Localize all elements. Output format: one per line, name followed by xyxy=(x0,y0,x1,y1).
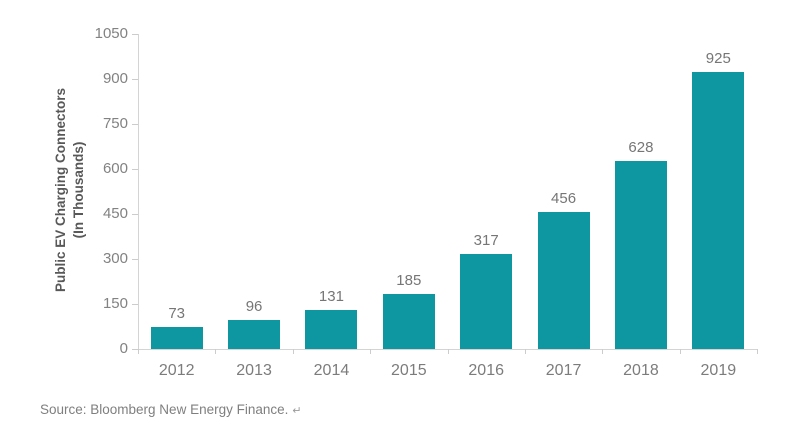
x-tick-label: 2014 xyxy=(313,362,350,379)
bar-2018 xyxy=(614,160,667,349)
bar-value-label: 185 xyxy=(396,271,422,289)
x-tick-mark xyxy=(370,349,372,354)
x-tick-label: 2017 xyxy=(545,362,582,379)
x-tick-mark xyxy=(757,349,758,354)
bar-value-label: 925 xyxy=(705,49,731,67)
y-tick-label: 750 xyxy=(102,115,128,132)
x-tick-label: 2019 xyxy=(700,362,737,379)
x-tick-mark xyxy=(215,349,217,354)
y-tick-label: 1050 xyxy=(94,25,128,42)
x-tick-mark xyxy=(292,349,294,354)
bar-2012 xyxy=(150,327,203,349)
bar-2014 xyxy=(305,309,358,349)
x-tick-label: 2013 xyxy=(236,362,272,379)
bar-value-label: 96 xyxy=(245,298,263,316)
y-tick-label: 900 xyxy=(102,70,128,87)
x-tick-mark xyxy=(138,349,139,354)
y-tick-label: 450 xyxy=(102,205,128,222)
y-tick-label: 300 xyxy=(102,250,128,267)
x-tick-mark xyxy=(679,349,681,354)
bar-2015 xyxy=(382,293,435,349)
y-tick-mark xyxy=(132,79,138,80)
y-tick-mark xyxy=(132,169,138,170)
y-tick-label: 600 xyxy=(102,160,128,177)
x-tick-mark xyxy=(447,349,449,354)
bar-value-label: 628 xyxy=(628,138,654,156)
y-tick-mark xyxy=(132,34,138,35)
x-tick-mark xyxy=(524,349,526,354)
source-note: Source: Bloomberg New Energy Finance. ↵ xyxy=(40,402,302,417)
source-text: Source: Bloomberg New Energy Finance. xyxy=(40,402,289,417)
return-mark: ↵ xyxy=(292,405,302,417)
x-tick-label: 2018 xyxy=(623,362,659,379)
bar-2019 xyxy=(692,71,745,349)
bar-2017 xyxy=(537,212,590,349)
y-tick-mark xyxy=(132,304,138,305)
bar-2016 xyxy=(460,253,513,349)
bar-value-label: 456 xyxy=(551,190,577,208)
y-tick-mark xyxy=(132,259,138,260)
x-tick-mark xyxy=(602,349,604,354)
x-tick-label: 2016 xyxy=(468,362,504,379)
y-tick-mark xyxy=(132,349,138,350)
bar-value-label: 73 xyxy=(168,305,186,323)
bar-value-label: 317 xyxy=(473,231,499,249)
y-tick-label: 150 xyxy=(102,295,128,312)
x-tick-label: 2015 xyxy=(391,362,427,379)
y-axis-line xyxy=(138,34,139,349)
bar-2013 xyxy=(228,320,281,349)
y-tick-mark xyxy=(132,124,138,125)
y-tick-label: 0 xyxy=(119,340,128,357)
bar-value-label: 131 xyxy=(318,287,344,305)
y-tick-mark xyxy=(132,214,138,215)
x-tick-label: 2012 xyxy=(158,362,195,379)
